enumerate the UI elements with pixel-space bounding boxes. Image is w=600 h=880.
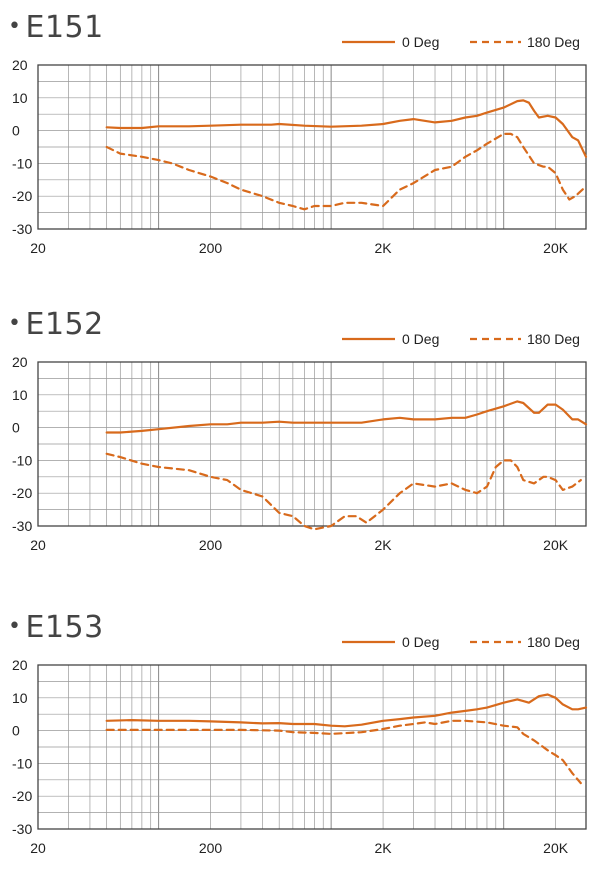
chart-panel-e152: • E152 20 10 0 -10 -20 -30 20 200 2K 20K 0 Deg 180 D…	[0, 307, 600, 577]
legend: 0 Deg 180 Deg	[342, 331, 580, 347]
legend-label-0-deg: 0 Deg	[402, 634, 439, 650]
x-tick-label: 2K	[375, 240, 393, 256]
legend-label-0-deg: 0 Deg	[402, 34, 439, 50]
y-tick-label: 10	[12, 387, 28, 403]
bullet-icon: •	[8, 614, 22, 639]
chart-panel-e153: • E153 20 10 0 -10 -20 -30 20 200 2K 20K 0 Deg 180 D…	[0, 610, 600, 880]
legend-label-180-deg: 180 Deg	[527, 331, 580, 347]
y-tick-label: -20	[12, 788, 32, 804]
y-tick-label: -10	[12, 452, 32, 468]
y-tick-label: 20	[12, 657, 28, 673]
x-tick-label: 20	[30, 240, 46, 256]
y-tick-label: -10	[12, 155, 32, 171]
series-line-180-deg	[105, 452, 582, 531]
x-tick-label: 20	[30, 537, 46, 553]
series-line-0-deg	[105, 400, 588, 434]
bullet-icon: •	[8, 14, 22, 39]
y-tick-label: 10	[12, 690, 28, 706]
x-tick-label: 20K	[543, 840, 569, 856]
y-tick-label: -20	[12, 485, 32, 501]
chart-title-text: E151	[25, 10, 104, 45]
series-line-180-deg	[105, 719, 582, 785]
y-tick-label: 20	[12, 354, 28, 370]
y-tick-label: -30	[12, 518, 32, 534]
x-tick-label: 200	[199, 840, 223, 856]
grid-horizontal	[38, 378, 586, 510]
y-tick-label: 0	[12, 723, 20, 739]
series-line-180-deg	[105, 132, 588, 211]
x-tick-label: 200	[199, 240, 223, 256]
legend-label-180-deg: 180 Deg	[527, 34, 580, 50]
x-tick-label: 20K	[543, 537, 569, 553]
legend: 0 Deg 180 Deg	[342, 34, 580, 50]
y-tick-label: -30	[12, 221, 32, 237]
y-tick-label: 0	[12, 420, 20, 436]
x-tick-label: 20	[30, 840, 46, 856]
series-line-0-deg	[105, 99, 588, 158]
chart-title: • E151	[8, 10, 104, 45]
grid-horizontal	[38, 81, 586, 213]
plot-frame	[37, 361, 587, 527]
series-line-0-deg	[105, 693, 588, 728]
y-tick-label: 10	[12, 90, 28, 106]
plot-frame	[37, 664, 587, 830]
legend-label-180-deg: 180 Deg	[527, 634, 580, 650]
chart-title-text: E152	[25, 307, 104, 342]
x-tick-label: 20K	[543, 240, 569, 256]
y-tick-label: -30	[12, 821, 32, 837]
legend-label-0-deg: 0 Deg	[402, 331, 439, 347]
y-tick-label: 0	[12, 123, 20, 139]
chart-title: • E153	[8, 610, 104, 645]
y-tick-label: -20	[12, 188, 32, 204]
chart-plot: 20 10 0 -10 -20 -30 20 200 2K 20K 0 Deg 180 Deg	[12, 634, 588, 856]
chart-plot: 20 10 0 -10 -20 -30 20 200 2K 20K 0 Deg 180 Deg	[12, 34, 588, 256]
y-tick-label: -10	[12, 755, 32, 771]
grid-horizontal	[38, 681, 586, 813]
chart-panel-e151: • E151 20 10 0 -10 -20 -30 20 200 2K 20K 0 Deg 180 D…	[0, 10, 600, 280]
y-tick-label: 20	[12, 57, 28, 73]
x-tick-label: 200	[199, 537, 223, 553]
x-tick-label: 2K	[375, 840, 393, 856]
chart-title-text: E153	[25, 610, 104, 645]
legend: 0 Deg 180 Deg	[342, 634, 580, 650]
x-tick-label: 2K	[375, 537, 393, 553]
plot-frame	[37, 64, 587, 230]
chart-plot: 20 10 0 -10 -20 -30 20 200 2K 20K 0 Deg 180 Deg	[12, 331, 588, 553]
bullet-icon: •	[8, 311, 22, 336]
chart-title: • E152	[8, 307, 104, 342]
